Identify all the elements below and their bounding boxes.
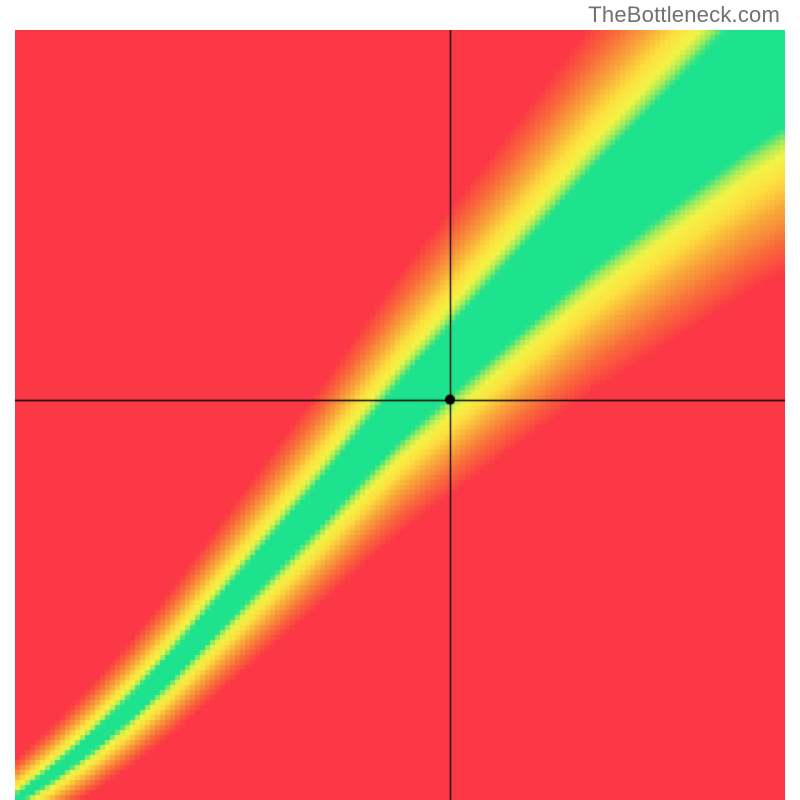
chart-container: TheBottleneck.com — [0, 0, 800, 800]
bottleneck-heatmap — [15, 30, 785, 800]
watermark: TheBottleneck.com — [588, 2, 780, 28]
